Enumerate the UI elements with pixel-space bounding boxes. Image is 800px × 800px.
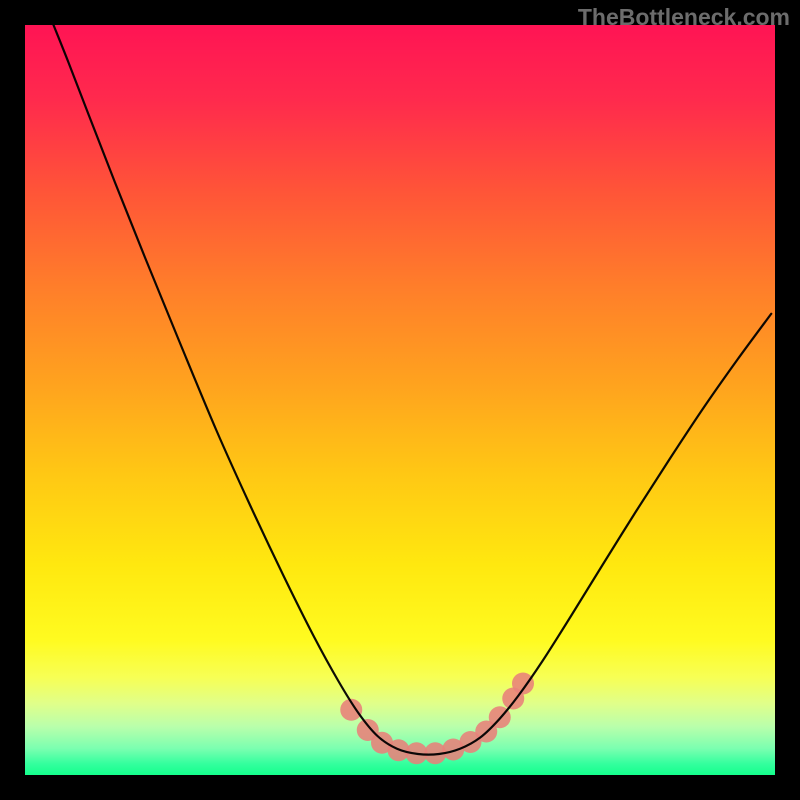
bottleneck-chart — [0, 0, 800, 800]
chart-stage: TheBottleneck.com — [0, 0, 800, 800]
gradient-panel — [25, 25, 775, 775]
